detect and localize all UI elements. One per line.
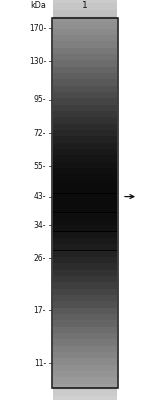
Bar	[53, 308, 117, 314]
Text: 72-: 72-	[34, 129, 46, 138]
Bar	[53, 79, 117, 86]
Bar	[53, 35, 117, 41]
Bar	[53, 22, 117, 29]
Bar	[53, 117, 117, 124]
Text: 55-: 55-	[34, 162, 46, 171]
Bar	[53, 105, 117, 111]
Bar	[53, 143, 117, 149]
Text: 17-: 17-	[34, 306, 46, 315]
Bar	[53, 124, 117, 130]
Text: 26-: 26-	[34, 254, 46, 263]
Bar	[53, 98, 117, 105]
Bar	[53, 206, 117, 212]
Bar	[53, 263, 117, 270]
Bar	[53, 92, 117, 98]
Bar	[53, 3, 117, 10]
Bar	[53, 212, 117, 219]
Bar	[53, 73, 117, 79]
Bar	[53, 326, 117, 333]
Bar	[53, 365, 117, 371]
Bar	[53, 282, 117, 289]
Text: 170-: 170-	[29, 24, 46, 33]
Bar	[53, 352, 117, 358]
Bar	[53, 149, 117, 156]
Bar	[53, 346, 117, 352]
Bar	[53, 257, 117, 263]
Bar	[53, 16, 117, 22]
Bar	[53, 194, 117, 200]
Text: 34-: 34-	[34, 221, 46, 230]
Bar	[53, 295, 117, 301]
Bar	[53, 390, 117, 396]
Text: 95-: 95-	[34, 95, 46, 104]
Bar	[53, 333, 117, 339]
Bar	[53, 288, 117, 295]
Bar	[53, 232, 117, 238]
Bar	[53, 270, 117, 276]
Bar	[53, 250, 117, 257]
Bar	[53, 111, 117, 118]
Text: 130-: 130-	[29, 57, 46, 66]
Bar	[53, 384, 117, 390]
Text: 11-: 11-	[34, 359, 46, 368]
Bar	[53, 396, 117, 400]
Bar	[53, 0, 117, 3]
Bar	[53, 54, 117, 60]
Text: 43-: 43-	[34, 192, 46, 201]
Bar	[53, 200, 117, 206]
Bar	[53, 314, 117, 320]
Bar	[53, 219, 117, 225]
Bar	[53, 301, 117, 308]
Bar	[53, 130, 117, 136]
Bar	[53, 28, 117, 35]
Bar	[53, 187, 117, 194]
Text: kDa: kDa	[30, 2, 46, 10]
Bar	[52, 18, 118, 388]
Bar	[53, 238, 117, 244]
Bar	[53, 136, 117, 143]
Bar	[53, 66, 117, 73]
Bar	[53, 181, 117, 187]
Bar	[53, 377, 117, 384]
Bar	[53, 225, 117, 232]
Bar	[53, 276, 117, 282]
Bar	[53, 41, 117, 48]
Bar	[53, 86, 117, 92]
Bar	[53, 162, 117, 168]
Bar	[53, 174, 117, 181]
Bar	[53, 10, 117, 16]
Text: 1: 1	[82, 2, 88, 10]
Bar	[53, 60, 117, 67]
Bar	[53, 168, 117, 174]
Bar	[53, 371, 117, 377]
Bar	[53, 358, 117, 365]
Bar	[53, 48, 117, 54]
Bar	[53, 320, 117, 327]
Bar	[53, 244, 117, 250]
Bar	[53, 155, 117, 162]
Bar	[53, 339, 117, 346]
